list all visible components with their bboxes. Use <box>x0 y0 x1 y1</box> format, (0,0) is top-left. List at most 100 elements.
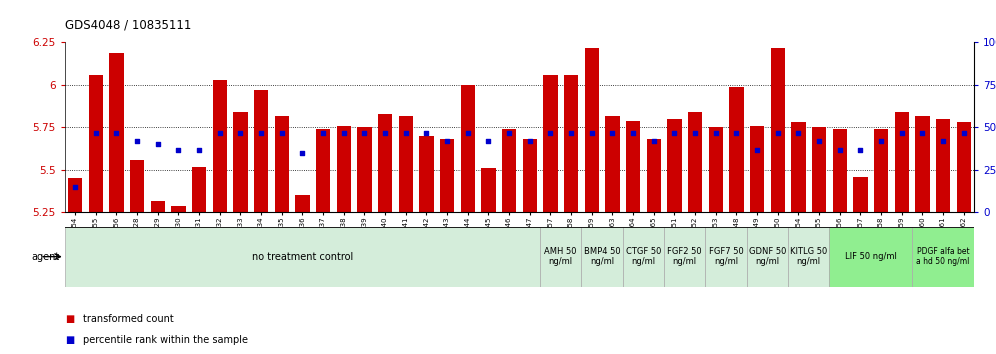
Point <box>67 184 83 190</box>
Bar <box>110 53 124 212</box>
Point <box>873 138 889 144</box>
Point <box>853 147 869 152</box>
Bar <box>873 129 888 212</box>
Bar <box>936 119 950 212</box>
Bar <box>440 139 454 212</box>
Bar <box>750 126 764 212</box>
Bar <box>833 129 847 212</box>
Text: FGF7 50
ng/ml: FGF7 50 ng/ml <box>709 247 743 266</box>
Point <box>274 130 290 135</box>
Point <box>418 130 434 135</box>
Bar <box>150 200 165 212</box>
Bar <box>275 115 289 212</box>
Bar <box>912 227 974 287</box>
Point <box>728 130 744 135</box>
Text: no treatment control: no treatment control <box>252 252 353 262</box>
Text: GDNF 50
ng/ml: GDNF 50 ng/ml <box>749 247 786 266</box>
Bar <box>894 112 909 212</box>
Point <box>315 130 331 135</box>
Point <box>791 130 807 135</box>
Text: percentile rank within the sample: percentile rank within the sample <box>83 335 248 345</box>
Bar <box>705 227 747 287</box>
Bar <box>667 119 681 212</box>
Text: agent: agent <box>32 252 60 262</box>
Bar <box>708 127 723 212</box>
Bar <box>543 75 558 212</box>
Point <box>708 130 724 135</box>
Point <box>170 147 186 152</box>
Bar <box>212 80 227 212</box>
Bar <box>729 87 744 212</box>
Bar <box>481 168 496 212</box>
Point <box>129 138 145 144</box>
Point <box>666 130 682 135</box>
Bar <box>812 127 827 212</box>
Point <box>501 130 517 135</box>
Bar <box>254 90 268 212</box>
Bar <box>460 85 475 212</box>
Point <box>377 130 393 135</box>
Bar <box>915 115 929 212</box>
Point <box>956 130 972 135</box>
Point <box>811 138 827 144</box>
Point <box>935 138 951 144</box>
Bar <box>316 129 331 212</box>
Point <box>191 147 207 152</box>
Bar <box>646 139 661 212</box>
Text: BMP4 50
ng/ml: BMP4 50 ng/ml <box>584 247 621 266</box>
Point <box>460 130 476 135</box>
Point <box>88 130 104 135</box>
Bar <box>606 115 620 212</box>
Point <box>149 142 165 147</box>
Bar <box>956 122 971 212</box>
Bar <box>622 227 664 287</box>
Text: GDS4048 / 10835111: GDS4048 / 10835111 <box>65 19 191 32</box>
Bar <box>830 227 912 287</box>
Point <box>770 130 786 135</box>
Bar <box>585 47 599 212</box>
Text: KITLG 50
ng/ml: KITLG 50 ng/ml <box>790 247 828 266</box>
Bar <box>664 227 705 287</box>
Point <box>522 138 538 144</box>
Point <box>832 147 848 152</box>
Point <box>645 138 661 144</box>
Bar <box>788 227 830 287</box>
Point <box>253 130 269 135</box>
Text: transformed count: transformed count <box>83 314 173 324</box>
Bar <box>625 121 640 212</box>
Bar <box>523 139 537 212</box>
Point <box>439 138 455 144</box>
Bar <box>171 206 185 212</box>
Point <box>357 130 373 135</box>
Point <box>397 130 413 135</box>
Bar <box>377 114 392 212</box>
Bar <box>502 129 516 212</box>
Text: PDGF alfa bet
a hd 50 ng/ml: PDGF alfa bet a hd 50 ng/ml <box>916 247 970 266</box>
Bar <box>337 126 351 212</box>
Point <box>584 130 600 135</box>
Bar <box>747 227 788 287</box>
Point <box>749 147 765 152</box>
Text: AMH 50
ng/ml: AMH 50 ng/ml <box>545 247 577 266</box>
Point <box>336 130 352 135</box>
Point <box>625 130 641 135</box>
Bar <box>398 115 413 212</box>
Text: ■: ■ <box>65 335 74 345</box>
Bar <box>419 136 433 212</box>
Point <box>687 130 703 135</box>
Bar <box>233 112 248 212</box>
Bar <box>564 75 579 212</box>
Bar <box>295 195 310 212</box>
Point <box>543 130 559 135</box>
Bar <box>89 75 103 212</box>
Bar <box>129 160 144 212</box>
Point <box>914 130 930 135</box>
Point <box>563 130 579 135</box>
Point <box>295 150 311 156</box>
Bar <box>65 227 540 287</box>
Point <box>212 130 228 135</box>
Point <box>893 130 909 135</box>
Bar <box>854 177 868 212</box>
Point <box>605 130 621 135</box>
Text: LIF 50 ng/ml: LIF 50 ng/ml <box>845 252 896 261</box>
